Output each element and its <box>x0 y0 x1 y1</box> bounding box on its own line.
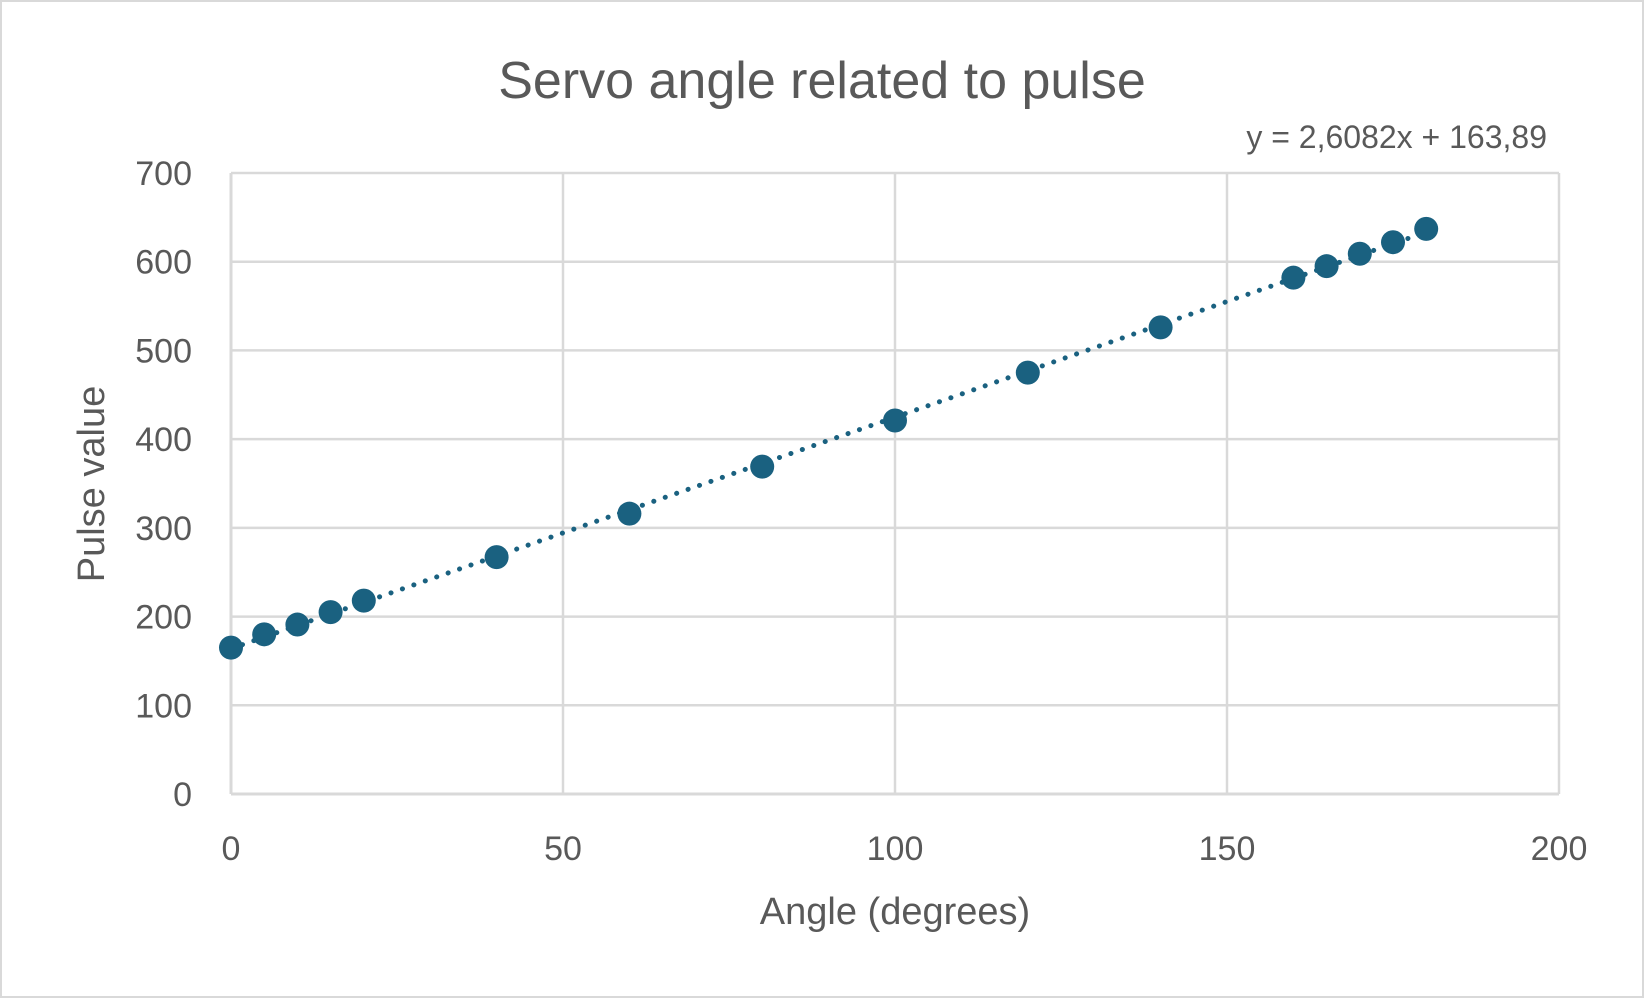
x-tick-label-150: 150 <box>1199 830 1256 868</box>
y-tick-label-300: 300 <box>135 510 192 548</box>
trendline-line <box>228 229 1429 652</box>
y-tick-label-600: 600 <box>135 244 192 282</box>
data-point-0-5 <box>484 545 509 570</box>
data-point-0-13 <box>1347 241 1372 266</box>
y-axis-title: Pulse value <box>71 386 113 582</box>
x-tick-label-100: 100 <box>867 830 924 868</box>
x-tick-label-0: 0 <box>222 830 241 868</box>
data-point-0-15 <box>1414 216 1439 241</box>
data-point-0-4 <box>351 588 376 613</box>
x-tick-label-200: 200 <box>1531 830 1588 868</box>
y-tick-label-200: 200 <box>135 599 192 637</box>
data-point-0-11 <box>1281 265 1306 290</box>
data-point-0-8 <box>883 408 907 433</box>
data-point-0-0 <box>219 635 243 660</box>
data-point-0-12 <box>1314 254 1339 279</box>
data-points <box>219 216 1439 660</box>
data-point-0-6 <box>617 501 642 526</box>
data-point-0-14 <box>1381 230 1405 255</box>
y-tick-label-400: 400 <box>135 421 192 459</box>
y-tick-label-0: 0 <box>173 776 192 814</box>
y-tick-label-700: 700 <box>135 155 192 193</box>
axes <box>229 173 1559 796</box>
x-tick-label-50: 50 <box>544 830 582 868</box>
chart-title: Servo angle related to pulse <box>498 52 1146 110</box>
x-axis-title: Angle (degrees) <box>760 891 1030 933</box>
data-point-0-7 <box>750 454 775 479</box>
y-tick-label-500: 500 <box>135 332 192 370</box>
data-point-0-2 <box>285 612 310 637</box>
trendline <box>228 229 1429 652</box>
data-point-0-9 <box>1015 360 1040 385</box>
trendline-equation-label: y = 2,6082x + 163,89 <box>1246 119 1547 155</box>
data-point-0-1 <box>252 622 277 647</box>
data-point-0-3 <box>318 600 343 625</box>
data-point-0-10 <box>1148 315 1173 340</box>
tick-labels: 0 100 200 300 400 500 600 700 0 50 100 150 200 <box>135 155 1587 868</box>
gridlines <box>231 171 1561 794</box>
y-tick-label-100: 100 <box>135 687 192 725</box>
